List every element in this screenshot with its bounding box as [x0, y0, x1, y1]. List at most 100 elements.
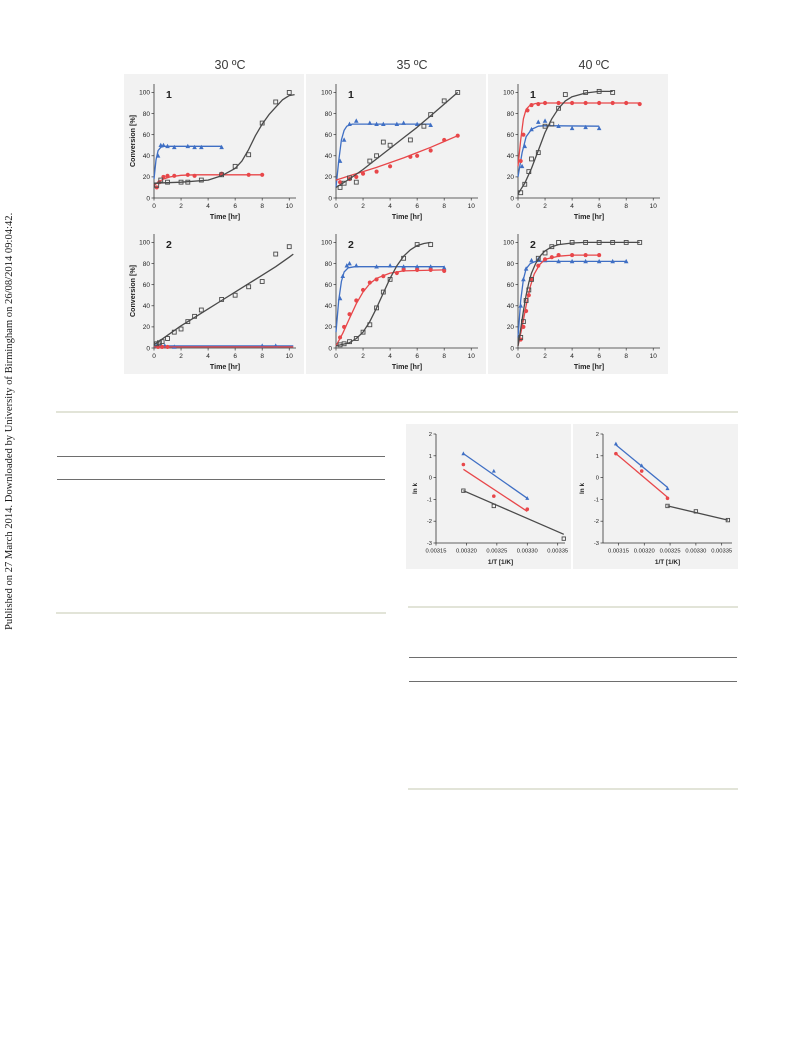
- black-fit-curve: [153, 93, 295, 184]
- black-square-point: [154, 182, 160, 188]
- x-axis-label: Time [hr]: [574, 213, 604, 221]
- blue-triangle-point: [347, 261, 352, 266]
- red-circle-point: [521, 324, 526, 329]
- panel-background: [124, 224, 304, 374]
- left-table-bottom-rule: [56, 612, 386, 614]
- kinetics-panel-row2-30c: 0 2 4 6 8 10 0 20 40 60 80 100 Time [hr] Conversion […: [124, 224, 304, 374]
- blue-triangle-point: [596, 258, 602, 264]
- black-square-point: [414, 242, 420, 247]
- column-title-30c: 30 ºC: [214, 58, 246, 72]
- black-square-point: [542, 123, 548, 129]
- column-title-40c: 40 ºC: [578, 58, 610, 72]
- red-circle-point: [549, 255, 554, 260]
- red-circle-point: [165, 173, 170, 178]
- blue-triangle-point: [341, 137, 347, 142]
- black-square-point: [596, 88, 602, 94]
- blue-triangle-point: [155, 153, 161, 158]
- y-tick-label: 20: [143, 324, 151, 331]
- blue-triangle-point: [414, 121, 420, 126]
- x-tick-label: 0.00335: [547, 548, 568, 554]
- blue-triangle-point: [337, 158, 343, 163]
- black-square-point: [246, 284, 252, 290]
- column-title-35c: 35 ºC: [396, 58, 428, 72]
- y-tick-label: 60: [325, 282, 333, 289]
- panel-label: 1: [530, 89, 536, 101]
- blue-fit-curve: [335, 266, 445, 333]
- blue-triangle-point: [401, 264, 406, 269]
- red-circle-point: [526, 293, 531, 298]
- x-tick-label: 2: [361, 203, 365, 210]
- x-axis-label: Time [hr]: [210, 213, 240, 221]
- blue-triangle-point: [394, 121, 400, 126]
- blue-triangle-point: [441, 265, 447, 270]
- blue-triangle-point: [523, 266, 529, 271]
- x-tick-label: 8: [624, 353, 628, 360]
- red-circle-point: [260, 172, 265, 177]
- download-notice: Published on 27 March 2014. Downloaded b…: [4, 210, 18, 630]
- blue-triangle-point: [529, 257, 534, 263]
- y-tick-label: 0: [328, 345, 332, 352]
- red-circle-point: [570, 100, 575, 106]
- red-circle-point: [455, 133, 460, 138]
- x-tick-label: 0.00325: [486, 548, 507, 554]
- x-tick-label: 6: [233, 203, 237, 210]
- y-axis-label: ln k: [579, 483, 586, 494]
- y-tick-label: 0: [510, 195, 514, 202]
- x-tick-label: 6: [233, 353, 237, 360]
- blue-triangle-point: [171, 144, 177, 150]
- black-square-point: [219, 297, 225, 302]
- y-tick-label: -1: [427, 497, 432, 503]
- black-square-point: [693, 509, 699, 514]
- y-axis-label: Conversion [%]: [129, 265, 137, 317]
- red-fit-curve: [463, 468, 528, 512]
- red-circle-point: [415, 267, 420, 272]
- blue-fit-curve: [463, 453, 528, 499]
- x-tick-label: 2: [179, 353, 183, 360]
- red-circle-point: [337, 335, 343, 340]
- black-square-point: [158, 177, 164, 183]
- red-circle-point: [367, 280, 372, 285]
- x-tick-label: 10: [286, 353, 294, 360]
- blue-triangle-point: [518, 303, 524, 308]
- black-square-point: [341, 341, 347, 347]
- y-tick-label: 0: [510, 345, 514, 352]
- blue-triangle-point: [428, 264, 433, 269]
- right-table-bottom-rule: [408, 788, 738, 790]
- y-tick-label: 0: [146, 195, 150, 202]
- y-tick-label: 40: [325, 153, 333, 160]
- red-circle-point: [521, 132, 526, 137]
- red-circle-point: [337, 180, 343, 185]
- black-square-point: [367, 322, 373, 328]
- x-tick-label: 2: [361, 353, 365, 360]
- red-circle-point: [583, 100, 588, 106]
- y-tick-label: 20: [143, 174, 151, 181]
- x-axis-label: Time [hr]: [574, 363, 604, 371]
- blue-triangle-point: [525, 496, 530, 500]
- blue-triangle-point: [387, 263, 393, 268]
- x-tick-label: 2: [179, 203, 183, 210]
- blue-triangle-point: [535, 119, 541, 124]
- black-square-point: [232, 292, 238, 298]
- red-circle-point: [639, 469, 644, 473]
- y-tick-label: -3: [427, 541, 432, 547]
- black-square-point: [521, 319, 526, 325]
- panel-label: 2: [530, 239, 536, 251]
- black-square-point: [374, 305, 379, 311]
- red-circle-point: [354, 298, 359, 303]
- arrhenius-panel-left: 0.00315 0.00320 0.00325 0.00330 0.00335 -3 -2 -…: [406, 424, 571, 569]
- y-tick-label: 40: [507, 303, 515, 310]
- black-square-point: [232, 163, 238, 169]
- black-square-point: [441, 98, 447, 104]
- y-tick-label: 60: [143, 132, 151, 139]
- red-circle-point: [492, 494, 496, 498]
- red-circle-point: [165, 344, 170, 350]
- red-circle-point: [246, 172, 251, 177]
- panel-label: 1: [348, 89, 354, 101]
- black-square-point: [535, 255, 541, 261]
- blue-triangle-point: [161, 142, 166, 148]
- black-square-point: [165, 179, 170, 185]
- red-circle-point: [542, 100, 548, 106]
- black-square-point: [380, 139, 386, 145]
- black-square-point: [171, 329, 177, 335]
- black-square-point: [556, 105, 561, 111]
